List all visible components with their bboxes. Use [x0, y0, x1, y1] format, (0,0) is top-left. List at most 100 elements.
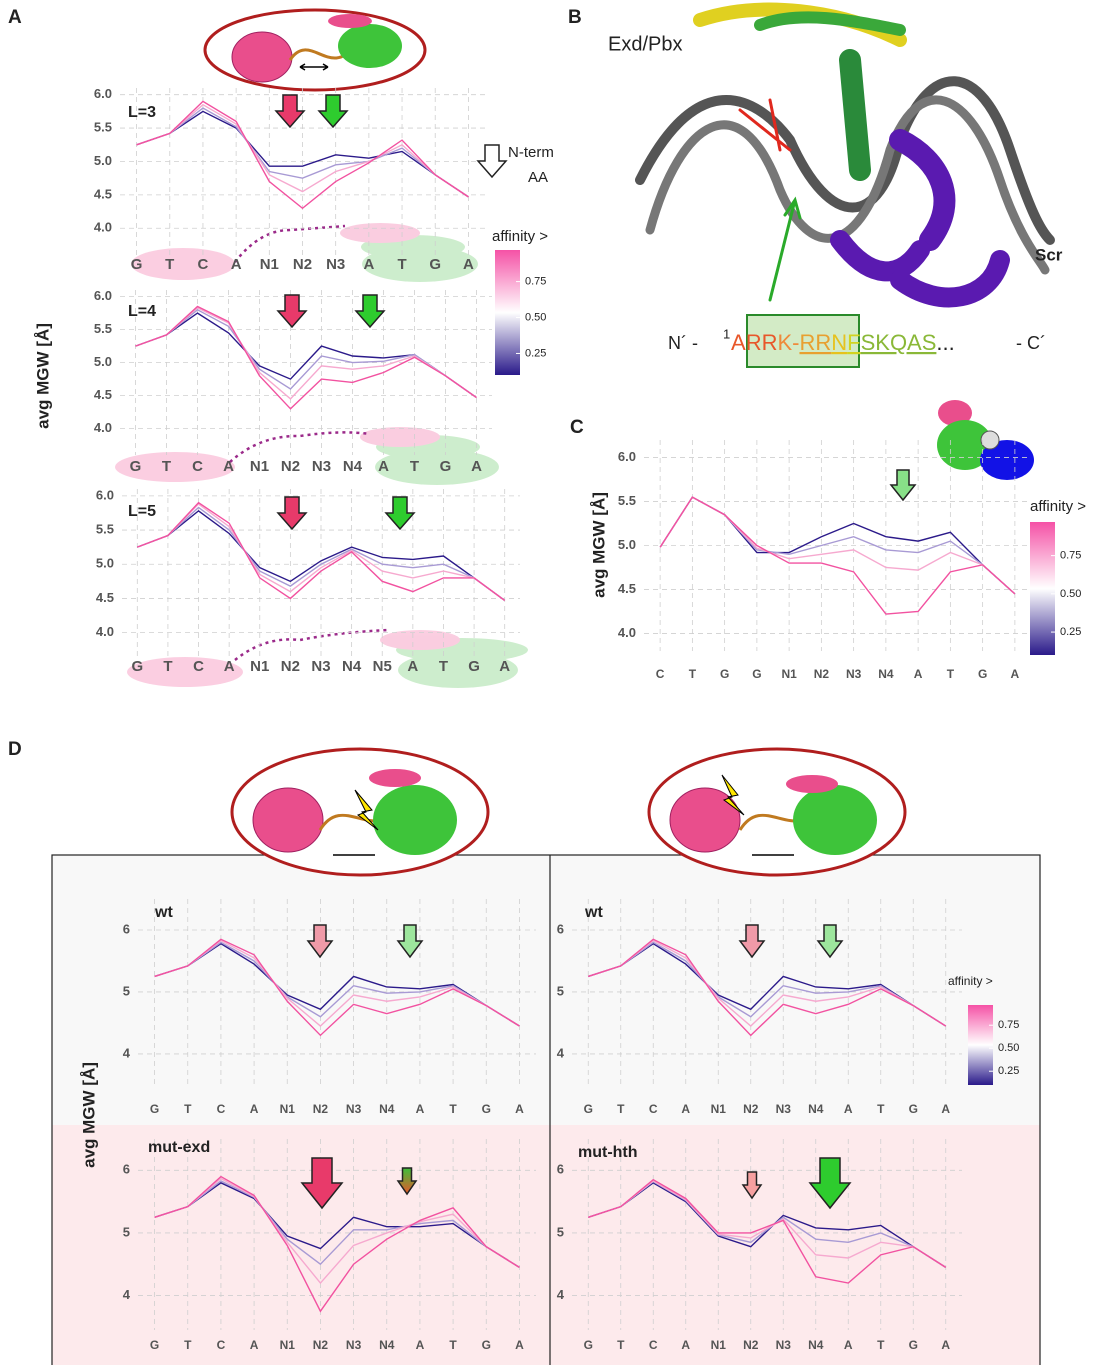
y-tick-label: 5.5 — [94, 120, 112, 135]
legend-text: AA — [528, 169, 548, 186]
x-tick-label: N1 — [711, 1102, 727, 1116]
x-tick-label: A — [515, 1102, 524, 1116]
sequence-part: RR — [799, 330, 831, 355]
x-tick-label: C — [217, 1338, 226, 1352]
x-tick-label: N3 — [311, 658, 330, 675]
x-tick-label: T — [617, 1102, 625, 1116]
arrow — [319, 95, 347, 127]
x-tick-label: G — [150, 1102, 159, 1116]
x-tick-label: A — [407, 658, 418, 675]
series-line — [136, 310, 477, 398]
panel-letter: A — [8, 7, 22, 28]
arrow — [356, 295, 384, 327]
x-tick-label: A — [844, 1102, 853, 1116]
x-tick-label: A — [378, 458, 389, 475]
x-tick-label: A — [416, 1102, 425, 1116]
panel-letter: B — [568, 7, 582, 28]
x-tick-label: T — [165, 256, 174, 273]
x-tick-label: N2 — [293, 256, 312, 273]
x-tick-label: T — [877, 1102, 885, 1116]
x-tick-label: G — [720, 667, 729, 681]
x-tick-label: N2 — [313, 1338, 329, 1352]
x-tick-label: N2 — [743, 1102, 759, 1116]
y-tick-label: 5.0 — [94, 354, 112, 369]
chart-title: wt — [584, 904, 603, 921]
protein-label: Exd/Pbx — [608, 33, 682, 55]
x-tick-label: N3 — [346, 1338, 362, 1352]
series-line — [660, 497, 1015, 614]
y-tick-label: 6.0 — [94, 288, 112, 303]
sequence-index: 1 — [723, 326, 730, 341]
x-tick-label: T — [947, 667, 955, 681]
panel-bg — [52, 855, 1040, 1125]
x-tick-label: N4 — [878, 667, 894, 681]
colorbar-tick-label: 0.50 — [1060, 588, 1081, 600]
y-tick-label: 6.0 — [618, 449, 636, 464]
x-tick-label: N3 — [326, 256, 345, 273]
sequence-part: K- — [777, 330, 799, 355]
x-tick-label: G — [150, 1338, 159, 1352]
structure-sketch — [640, 10, 1050, 367]
x-tick-label: N4 — [379, 1102, 395, 1116]
x-tick-label: G — [584, 1338, 593, 1352]
x-tick-label: T — [410, 458, 419, 475]
x-tick-label: T — [184, 1338, 192, 1352]
x-tick-label: A — [515, 1338, 524, 1352]
sequence-part: A — [731, 330, 746, 355]
chart-title: L=5 — [128, 503, 156, 520]
x-tick-label: T — [449, 1338, 457, 1352]
x-tick-label: T — [689, 667, 697, 681]
colorbar-tick-label: 0.75 — [1060, 550, 1081, 562]
chart-title: wt — [154, 904, 173, 921]
x-tick-label: N2 — [743, 1338, 759, 1352]
sequence-part: F — [847, 330, 860, 355]
x-tick-label: A — [1011, 667, 1020, 681]
x-tick-label: N1 — [280, 1102, 296, 1116]
x-tick-label: G — [482, 1338, 491, 1352]
sequence-end: - C´ — [1016, 333, 1046, 353]
x-tick-label: A — [363, 256, 374, 273]
sequence-dots: ... — [936, 330, 954, 355]
x-tick-label: G — [978, 667, 987, 681]
x-tick-label: T — [162, 458, 171, 475]
series-line — [136, 313, 477, 397]
y-tick-label: 5.0 — [94, 153, 112, 168]
x-tick-label: A — [416, 1338, 425, 1352]
colorbar-tick-label: 0.75 — [525, 276, 546, 288]
y-tick-label: 4.5 — [94, 186, 112, 201]
chart-title: mut-hth — [578, 1144, 638, 1161]
arrow — [891, 470, 915, 500]
x-tick-label: A — [681, 1338, 690, 1352]
chart-title: L=4 — [128, 303, 156, 320]
sequence-part: RR — [746, 330, 778, 355]
arrow — [278, 295, 306, 327]
x-tick-label: C — [649, 1338, 658, 1352]
x-tick-label: N4 — [808, 1102, 824, 1116]
x-tick-label: T — [163, 658, 172, 675]
y-tick-label: 4.0 — [618, 625, 636, 640]
x-tick-label: G — [909, 1102, 918, 1116]
y-tick-label: 6.0 — [96, 487, 114, 502]
y-tick-label: 4 — [557, 1287, 565, 1302]
x-tick-label: A — [499, 658, 510, 675]
x-tick-label: N4 — [379, 1338, 395, 1352]
x-tick-label: A — [941, 1102, 950, 1116]
y-tick-label: 4.0 — [94, 220, 112, 235]
linker — [230, 226, 390, 660]
y-tick-label: 4.5 — [96, 590, 114, 605]
y-tick-label: 5 — [123, 1224, 130, 1239]
x-tick-label: N3 — [776, 1338, 792, 1352]
x-tick-label: G — [440, 458, 452, 475]
x-tick-label: A — [681, 1102, 690, 1116]
x-tick-label: N3 — [346, 1102, 362, 1116]
x-tick-label: C — [193, 658, 204, 675]
x-tick-label: N4 — [342, 658, 362, 675]
x-tick-label: N1 — [250, 658, 269, 675]
y-tick-label: 4.0 — [94, 420, 112, 435]
colorbar — [1030, 522, 1055, 655]
x-tick-label: G — [482, 1102, 491, 1116]
arrow — [276, 95, 304, 127]
x-tick-label: N3 — [846, 667, 862, 681]
x-tick-label: A — [231, 256, 242, 273]
colorbar — [495, 250, 520, 375]
